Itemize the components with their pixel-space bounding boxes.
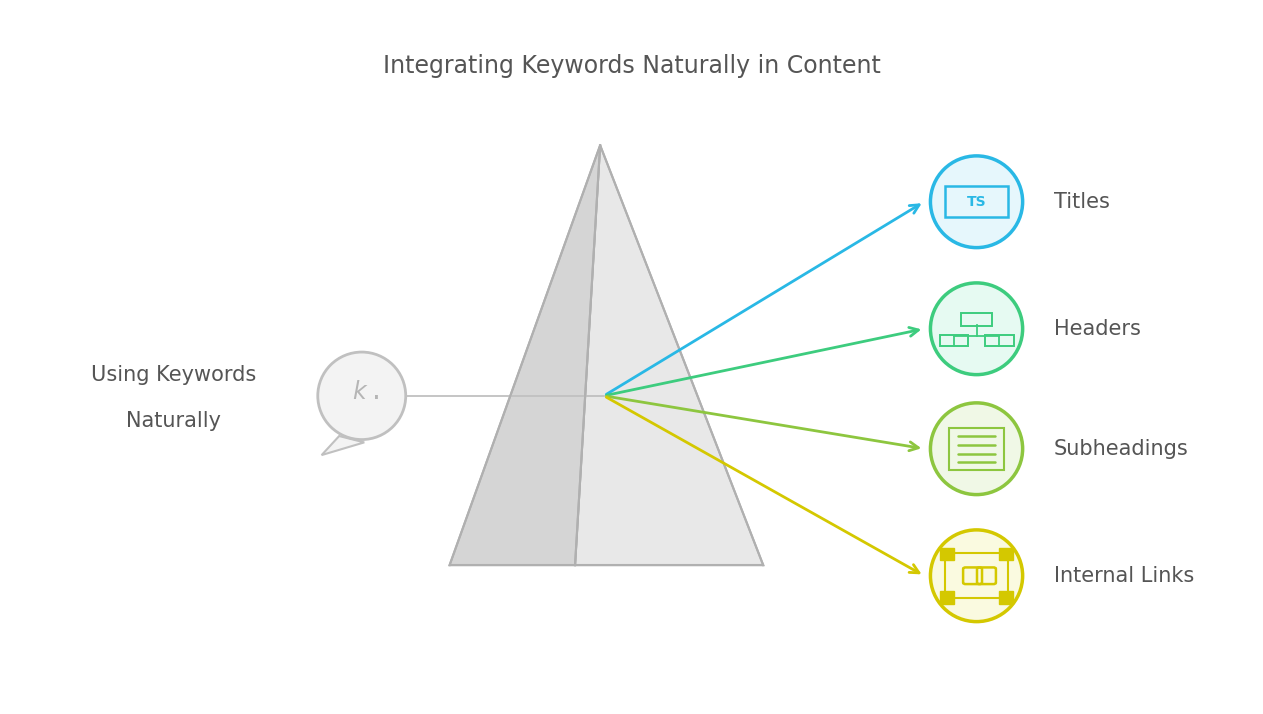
FancyBboxPatch shape xyxy=(940,591,954,604)
Ellipse shape xyxy=(318,352,405,440)
Ellipse shape xyxy=(931,530,1023,622)
Text: Using Keywords: Using Keywords xyxy=(91,365,256,385)
FancyBboxPatch shape xyxy=(999,591,1013,604)
Polygon shape xyxy=(322,436,364,455)
Text: Titles: Titles xyxy=(1055,192,1110,212)
Text: Integrating Keywords Naturally in Content: Integrating Keywords Naturally in Conten… xyxy=(383,54,880,78)
Text: TS: TS xyxy=(966,195,986,208)
Ellipse shape xyxy=(931,403,1023,495)
Text: Subheadings: Subheadings xyxy=(1055,438,1188,458)
Text: Naturally: Naturally xyxy=(126,411,221,431)
Text: Headers: Headers xyxy=(1055,318,1140,338)
Text: Internal Links: Internal Links xyxy=(1055,565,1195,585)
FancyBboxPatch shape xyxy=(940,548,954,560)
Ellipse shape xyxy=(931,156,1023,248)
Polygon shape xyxy=(575,146,763,565)
FancyBboxPatch shape xyxy=(999,548,1013,560)
Ellipse shape xyxy=(931,283,1023,375)
Text: ·: · xyxy=(373,386,381,413)
Text: k: k xyxy=(352,381,366,404)
Polygon shape xyxy=(450,146,600,565)
